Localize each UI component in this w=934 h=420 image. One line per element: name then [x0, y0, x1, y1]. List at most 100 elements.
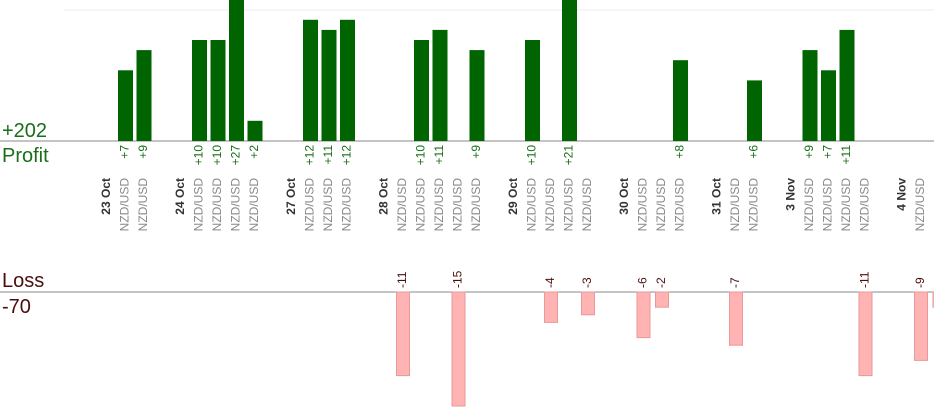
profit-label: Profit	[2, 145, 49, 167]
loss-value-label: -11	[395, 271, 409, 288]
profit-bar	[802, 50, 818, 141]
profit-value-label: +2	[247, 145, 261, 159]
loss-value-label: -3	[580, 277, 594, 288]
date-label: 3 Nov	[784, 178, 798, 211]
loss-bar	[451, 291, 466, 407]
pair-label: NZD/USD	[747, 178, 761, 232]
profit-value-label: +7	[821, 145, 835, 159]
pair-label: NZD/USD	[395, 178, 409, 232]
profit-bar	[229, 0, 244, 142]
loss-bar	[396, 291, 410, 377]
pair-label: NZD/USD	[525, 178, 539, 232]
profit-value-label: +8	[673, 145, 687, 159]
profit-value-label: +11	[321, 145, 335, 165]
profit-bar	[247, 120, 263, 141]
date-label: 4 Nov	[895, 178, 909, 211]
profit-value-label: +27	[229, 145, 243, 166]
profit-value-label: +9	[469, 145, 483, 159]
pair-label: NZD/USD	[580, 178, 594, 232]
pair-label: NZD/USD	[303, 178, 317, 232]
pair-label: NZD/USD	[340, 178, 354, 232]
pair-label: NZD/USD	[210, 178, 224, 232]
date-label: 23 Oct	[99, 178, 113, 215]
loss-total: -70	[2, 296, 31, 318]
profit-bar	[321, 29, 337, 141]
pair-label: NZD/USD	[839, 178, 853, 232]
loss-value-label: -9	[913, 277, 927, 288]
profit-value-label: +12	[303, 145, 317, 166]
profit-bar	[562, 0, 577, 142]
profit-bar	[821, 70, 836, 141]
profit-bar	[747, 80, 762, 141]
loss-bar	[858, 291, 873, 377]
loss-value-label: -2	[932, 277, 934, 288]
profit-value-label: +12	[340, 145, 354, 166]
profit-bar	[673, 60, 688, 142]
profit-bar	[136, 50, 152, 141]
profit-bar	[192, 40, 207, 141]
profit-bar	[118, 70, 133, 141]
profit-total: +202	[2, 120, 48, 142]
loss-bar	[636, 291, 651, 339]
profit-bar	[303, 19, 318, 141]
bars-layer	[118, 0, 934, 407]
profit-value-label: +9	[136, 145, 150, 159]
loss-value-label: -7	[728, 277, 742, 288]
date-label: 24 Oct	[173, 178, 187, 215]
date-label: 31 Oct	[710, 178, 724, 215]
profit-value-label: +7	[118, 145, 132, 159]
profit-value-label: +11	[432, 145, 446, 165]
pair-label: NZD/USD	[414, 178, 428, 232]
loss-value-label: -4	[543, 277, 557, 288]
pair-label: NZD/USD	[192, 178, 206, 232]
profit-bar	[340, 19, 355, 141]
profit-value-label: +6	[747, 145, 761, 159]
pair-label: NZD/USD	[118, 178, 132, 232]
profit-bar	[432, 29, 448, 141]
profit-bar	[525, 40, 540, 141]
pair-label: NZD/USD	[932, 178, 934, 232]
pair-label: NZD/USD	[802, 178, 816, 232]
profit-bar	[839, 29, 855, 141]
loss-value-label: -15	[451, 270, 465, 288]
loss-value-label: -2	[654, 277, 668, 288]
pair-label: NZD/USD	[636, 178, 650, 232]
loss-bar	[729, 291, 743, 346]
profit-value-label: +10	[414, 145, 428, 166]
loss-bar	[655, 291, 669, 308]
loss-bar	[544, 291, 558, 323]
loss-value-label: -6	[636, 277, 650, 288]
date-label: 27 Oct	[284, 178, 298, 215]
loss-label: Loss	[2, 270, 45, 292]
loss-value-label: -11	[858, 271, 872, 288]
loss-bar	[914, 291, 928, 361]
profit-value-label: +9	[802, 145, 816, 159]
date-label: 28 Oct	[377, 178, 391, 215]
pair-label: NZD/USD	[136, 178, 150, 232]
pair-label: NZD/USD	[451, 178, 465, 232]
pair-label: NZD/USD	[728, 178, 742, 232]
profit-value-label: +21	[562, 145, 576, 166]
profit-bar	[469, 50, 485, 141]
pair-label: NZD/USD	[247, 178, 261, 232]
profit-value-label: +10	[210, 145, 224, 166]
profit-bar	[210, 40, 226, 141]
date-label: 30 Oct	[617, 178, 631, 215]
loss-bar	[581, 291, 595, 316]
pair-label: NZD/USD	[562, 178, 576, 232]
pair-label: NZD/USD	[229, 178, 243, 232]
pair-label: NZD/USD	[469, 178, 483, 232]
pair-label: NZD/USD	[321, 178, 335, 232]
pair-label: NZD/USD	[858, 178, 872, 232]
labels-layer: 23 Oct NZD/USD +7 NZD/USD +9 24 Oct NZD/USD +10…	[99, 145, 934, 288]
profit-value-label: +10	[525, 145, 539, 166]
pair-label: NZD/USD	[913, 178, 927, 232]
profit-value-label: +10	[192, 145, 206, 166]
pair-label: NZD/USD	[654, 178, 668, 232]
profit-value-label: +11	[839, 145, 853, 165]
pair-label: NZD/USD	[432, 178, 446, 232]
pair-label: NZD/USD	[821, 178, 835, 232]
profit-bar	[414, 40, 429, 141]
date-label: 29 Oct	[506, 178, 520, 215]
